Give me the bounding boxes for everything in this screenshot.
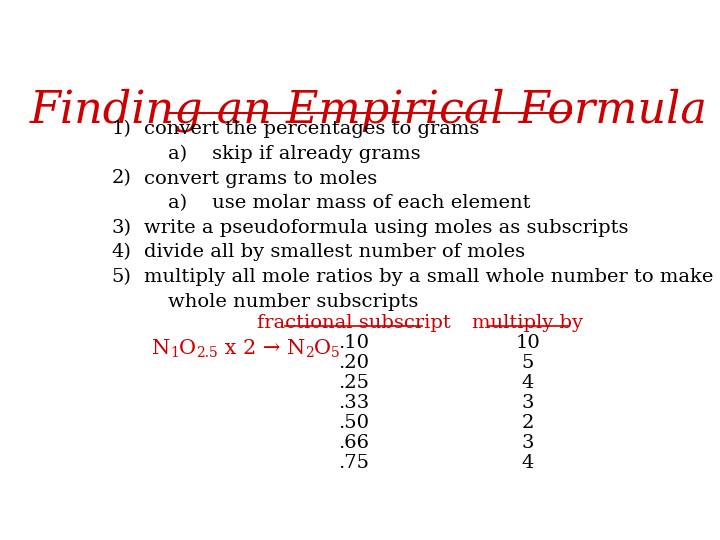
Text: 2.5: 2.5 <box>196 346 218 360</box>
Text: Finding an Empirical Formula: Finding an Empirical Formula <box>30 88 708 132</box>
Text: divide all by smallest number of moles: divide all by smallest number of moles <box>144 244 526 261</box>
Text: 4): 4) <box>112 244 132 261</box>
Text: .25: .25 <box>338 374 369 393</box>
Text: 4: 4 <box>522 374 534 393</box>
Text: 2): 2) <box>112 170 132 187</box>
Text: 10: 10 <box>516 334 540 352</box>
Text: convert the percentages to grams: convert the percentages to grams <box>144 120 480 138</box>
Text: 2: 2 <box>305 346 314 360</box>
Text: O: O <box>314 339 331 359</box>
Text: 5: 5 <box>331 346 340 360</box>
Text: .50: .50 <box>338 414 369 433</box>
Text: .20: .20 <box>338 354 369 372</box>
Text: .10: .10 <box>338 334 369 352</box>
Text: write a pseudoformula using moles as subscripts: write a pseudoformula using moles as sub… <box>144 219 629 237</box>
Text: 3: 3 <box>521 394 534 413</box>
Text: O: O <box>179 339 196 359</box>
Text: .66: .66 <box>338 434 369 453</box>
Text: 1): 1) <box>112 120 132 138</box>
Text: 3: 3 <box>521 434 534 453</box>
Text: x 2 → N: x 2 → N <box>218 339 305 359</box>
Text: 3): 3) <box>112 219 132 237</box>
Text: fractional subscript: fractional subscript <box>256 314 451 332</box>
Text: whole number subscripts: whole number subscripts <box>168 293 418 310</box>
Text: 2: 2 <box>522 414 534 433</box>
Text: 4: 4 <box>522 455 534 472</box>
Text: .33: .33 <box>338 394 369 413</box>
Text: 1: 1 <box>170 346 179 360</box>
Text: multiply by: multiply by <box>472 314 583 332</box>
Text: a)    use molar mass of each element: a) use molar mass of each element <box>168 194 530 212</box>
Text: N: N <box>152 339 170 359</box>
Text: multiply all mole ratios by a small whole number to make all: multiply all mole ratios by a small whol… <box>144 268 720 286</box>
Text: 5): 5) <box>112 268 132 286</box>
Text: convert grams to moles: convert grams to moles <box>144 170 377 187</box>
Text: a)    skip if already grams: a) skip if already grams <box>168 145 420 163</box>
Text: 5: 5 <box>522 354 534 372</box>
Text: .75: .75 <box>338 455 369 472</box>
